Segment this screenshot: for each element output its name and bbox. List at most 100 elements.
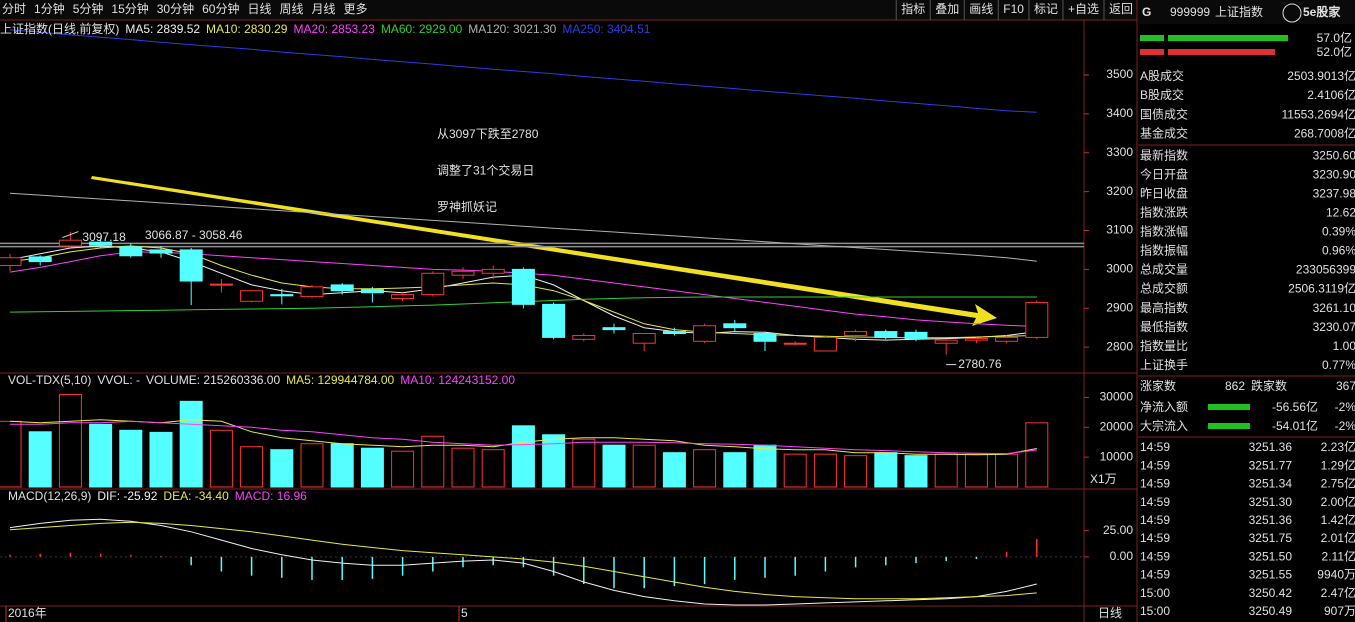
tool-button[interactable]: F10 <box>1003 2 1024 16</box>
candle-body <box>330 284 354 292</box>
y-tick-label: 25.00 <box>1103 523 1133 537</box>
x-tick-label: 2016年 <box>8 606 47 620</box>
y-tick-label: 3500 <box>1106 67 1133 81</box>
y-tick-label: 2900 <box>1106 300 1133 314</box>
tick-volume: 2.23亿 <box>1321 439 1355 454</box>
legend-entry: MA250: 3404.51 <box>562 22 650 36</box>
period-tab[interactable]: 分时 <box>2 2 26 16</box>
volume-bar <box>451 447 475 488</box>
candle-body <box>119 246 143 257</box>
header: 上证指数(日线,前复权) MA5: 2839.52 MA10: 2830.29 MA2… <box>0 21 651 36</box>
candle-body <box>240 290 264 302</box>
breadth-value: 367 <box>1336 379 1355 393</box>
legend-entry: DEA: -34.40 <box>163 489 229 503</box>
price-panel: 2800 2900 3000 3100 3200 3300 3400 3500 上证指数(日线,… <box>0 21 1133 371</box>
period-tab[interactable]: 60分钟 <box>202 1 239 16</box>
trough-label: 2780.76 <box>958 357 1002 371</box>
tick-volume: 907万 <box>1324 604 1355 618</box>
quote-value: 3261.10 <box>1313 301 1355 315</box>
tick-price: 3251.34 <box>1249 477 1293 491</box>
volume-bar <box>149 431 173 488</box>
tick-time: 14:59 <box>1140 495 1170 509</box>
legend-entry: MA20: 2853.23 <box>293 22 375 36</box>
flow-bar-label: 57.0亿 <box>1317 30 1352 45</box>
tick-volume: 1.29亿 <box>1321 457 1355 472</box>
volume-panel: 10000 20000 30000 VOL-TDX(5,10) VVOL: - VOLUM… <box>0 373 1134 488</box>
quote-label: 指数振幅 <box>1140 243 1188 258</box>
tool-button[interactable]: +自选 <box>1068 2 1099 16</box>
tick-price: 3250.49 <box>1249 604 1293 618</box>
panel-legend: MACD(12,26,9) DIF: -25.92 DEA: -34.40 MACD:… <box>8 489 307 503</box>
candle-body <box>1025 301 1049 338</box>
quote-label: A股成交 <box>1140 68 1184 83</box>
tick-price: 3251.30 <box>1249 495 1293 509</box>
candle-body <box>934 339 958 344</box>
volume-bar <box>995 453 1019 488</box>
period-tab[interactable]: 周线 <box>279 2 303 16</box>
volume-bar <box>270 449 294 488</box>
quote-title: 999999 上证指数 <box>1170 4 1263 19</box>
legend-entry: MA10: 2830.29 <box>206 22 288 36</box>
tool-button[interactable]: 指标 <box>901 1 925 16</box>
tick-volume: 9940万 <box>1317 568 1355 582</box>
quote-value: 2503.9013亿 <box>1287 68 1355 83</box>
period-tab[interactable]: 30分钟 <box>157 1 194 16</box>
tick-time: 14:59 <box>1140 513 1170 527</box>
candle-body <box>662 331 686 335</box>
legend-text: VVOL: - <box>97 373 140 387</box>
volume-bar <box>1025 422 1049 488</box>
y-tick-label: 3300 <box>1106 145 1133 159</box>
logo-icon <box>1282 3 1302 23</box>
volume-bar <box>693 449 717 488</box>
period-tab[interactable]: 日线 <box>247 2 271 16</box>
candle-body <box>481 268 505 274</box>
tick-time: 14:59 <box>1140 477 1170 491</box>
candle-body <box>0 257 22 266</box>
ma-line <box>9 192 1037 262</box>
legend-entry: MA5: 129944784.00 <box>286 373 394 387</box>
quote-label: 指数涨跌 <box>1140 205 1188 220</box>
panel-legend: VOL-TDX(5,10) VVOL: - VOLUME: 215260336.00… <box>8 373 515 387</box>
period-tab[interactable]: 1分钟 <box>34 1 65 16</box>
candle-body <box>572 334 596 340</box>
legend-entry: MA60: 2929.00 <box>381 22 463 36</box>
quote-label: 最新指数 <box>1140 147 1188 162</box>
quote-name: 上证指数 <box>1215 4 1263 19</box>
tick-volume: 2.47亿 <box>1321 585 1355 600</box>
volume-bar <box>119 429 143 488</box>
tool-button[interactable]: 标记 <box>1034 2 1058 16</box>
period-tab[interactable]: 15分钟 <box>111 1 148 16</box>
quote-code: 999999 <box>1170 5 1210 19</box>
period-tab[interactable]: 5分钟 <box>73 1 104 16</box>
flow-bar <box>1140 49 1276 55</box>
candle-body <box>28 256 52 263</box>
volume-bar <box>844 455 868 488</box>
flow-indicator <box>1208 404 1250 410</box>
flow-pct: -2% <box>1335 400 1355 414</box>
tool-button[interactable]: 返回 <box>1109 2 1133 16</box>
volume-bar <box>964 453 988 488</box>
annotation: 调整了31个交易日 <box>437 163 534 178</box>
quote-label: 总成交量 <box>1140 262 1188 277</box>
breadth-label: 涨家数 <box>1140 378 1176 393</box>
candle-body <box>602 327 626 331</box>
peak-label: 3097.18 <box>82 230 126 244</box>
y-tick-label: 20000 <box>1100 419 1134 433</box>
tick-time: 14:59 <box>1140 440 1170 454</box>
candle-body <box>149 249 173 254</box>
volume-bar <box>209 429 233 488</box>
annotation: 罗神抓妖记 <box>437 200 497 214</box>
y-tick-label: 3100 <box>1106 223 1133 237</box>
period-tab[interactable]: 更多 <box>344 2 368 16</box>
tool-button[interactable]: 画线 <box>969 2 993 16</box>
candle-body <box>542 303 566 338</box>
period-tab[interactable]: 月线 <box>312 2 336 16</box>
ma-line <box>9 29 1037 113</box>
tick-volume: 1.42亿 <box>1321 512 1355 527</box>
candle-body <box>89 241 113 246</box>
legend-text: VOL-TDX(5,10) <box>8 373 91 387</box>
candle-body <box>813 336 837 352</box>
volume-bar <box>874 452 898 488</box>
tool-button[interactable]: 叠加 <box>935 2 959 16</box>
logo: 5e股家 <box>1303 4 1341 19</box>
